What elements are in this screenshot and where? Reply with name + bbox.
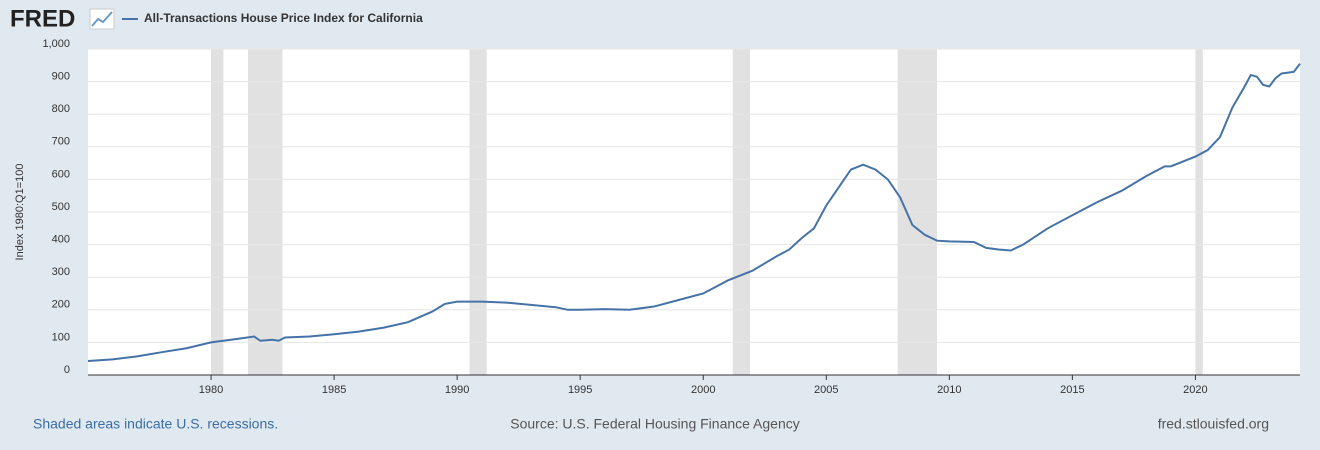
legend-label: All-Transactions House Price Index for C… [144, 11, 423, 25]
y-tick-label: 700 [52, 136, 70, 148]
x-tick-label: 2015 [1060, 384, 1084, 396]
site-link[interactable]: fred.stlouisfed.org [1158, 416, 1269, 432]
x-tick-label: 2020 [1183, 384, 1207, 396]
y-tick-label: 600 [52, 168, 70, 180]
y-axis-label: Index 1980:Q1=100 [14, 164, 26, 261]
y-tick-label: 0 [64, 364, 70, 376]
x-tick-label: 2005 [814, 384, 838, 396]
source: Source: U.S. Federal Housing Finance Age… [510, 416, 800, 432]
y-tick-label: 300 [52, 266, 70, 278]
x-tick-label: 1990 [445, 384, 469, 396]
data-line [87, 63, 1301, 362]
x-tick-label: 1995 [568, 384, 592, 396]
y-tick-label: 900 [52, 71, 70, 83]
recession-note[interactable]: Shaded areas indicate U.S. recessions. [33, 416, 278, 432]
x-tick-label: 1985 [322, 384, 346, 396]
y-tick-label: 500 [52, 201, 70, 213]
brand-logo: FRED [10, 5, 75, 32]
y-tick-label: 800 [52, 103, 70, 115]
y-tick-label: 1,000 [42, 38, 70, 50]
logo-icon [89, 8, 115, 30]
y-tick-label: 100 [52, 331, 70, 343]
x-tick-label: 1980 [199, 384, 223, 396]
x-tick-label: 2000 [691, 384, 715, 396]
x-tick-label: 2010 [937, 384, 961, 396]
y-tick-label: 400 [52, 234, 70, 246]
y-tick-label: 200 [52, 299, 70, 311]
